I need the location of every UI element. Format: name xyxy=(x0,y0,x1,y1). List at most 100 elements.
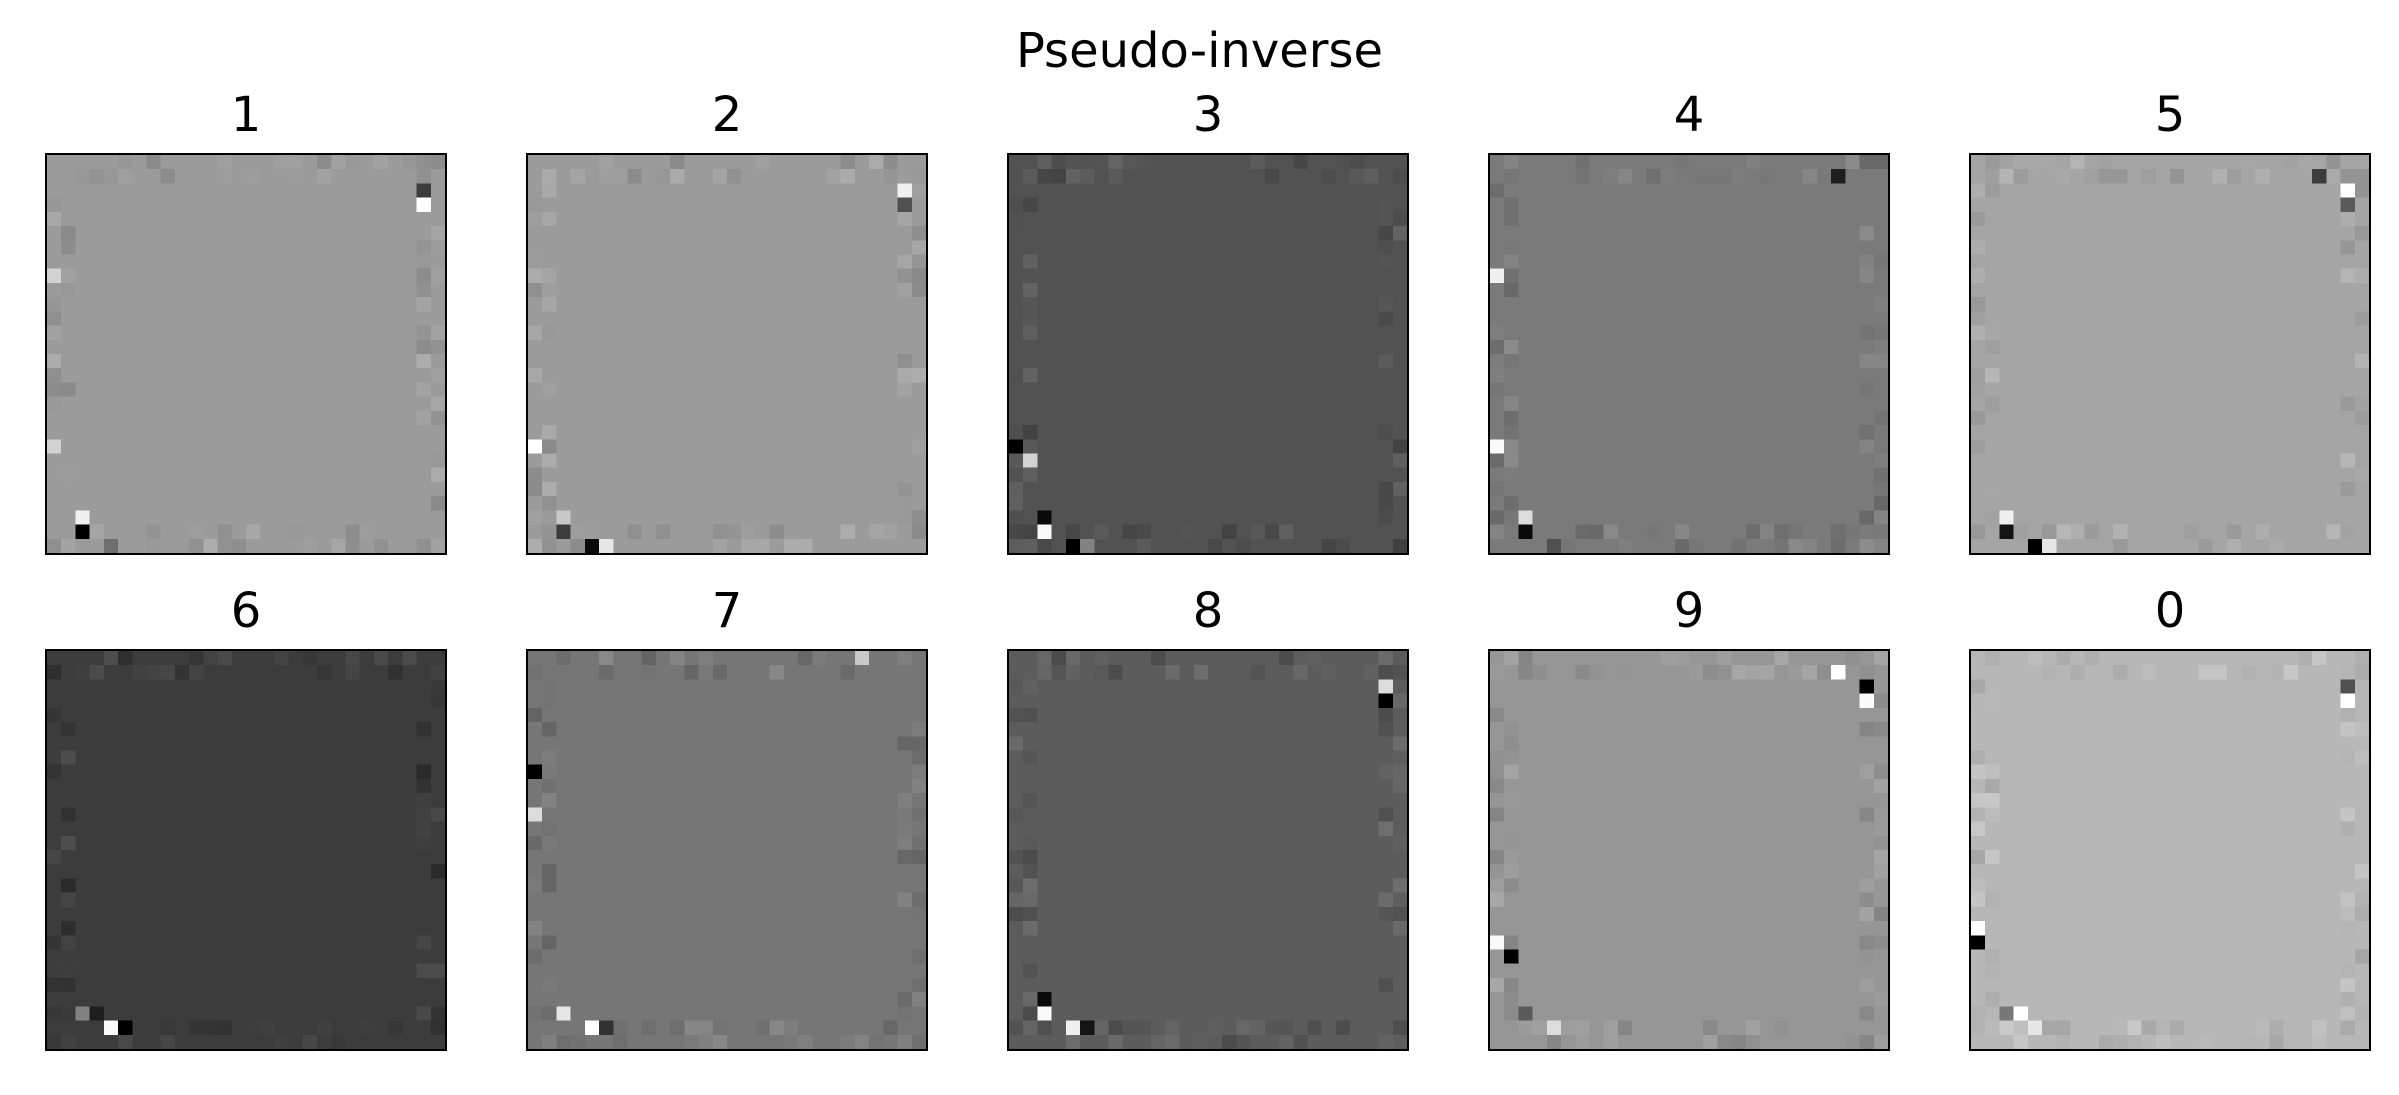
heatmap-cell xyxy=(1603,524,1618,539)
heatmap-cell xyxy=(1321,665,1336,680)
heatmap-cell xyxy=(613,169,628,184)
heatmap-cell xyxy=(528,481,543,497)
heatmap-cell xyxy=(416,354,431,369)
heatmap-outlier-cell xyxy=(103,538,119,553)
heatmap-cell xyxy=(1490,354,1505,369)
heatmap-cell xyxy=(1023,325,1038,340)
heatmap-cell xyxy=(2070,155,2085,170)
heatmap-cell xyxy=(103,169,119,184)
heatmap-cell xyxy=(2198,665,2213,680)
heatmap-cell xyxy=(2042,155,2057,170)
heatmap-cell xyxy=(288,524,303,539)
heatmap-cell xyxy=(1760,169,1775,184)
heatmap-cell xyxy=(542,211,557,227)
heatmap-cell xyxy=(911,240,926,255)
heatmap-outlier-cell xyxy=(75,510,90,525)
heatmap-cell xyxy=(528,949,543,964)
heatmap-cell xyxy=(2340,453,2355,468)
heatmap-cell xyxy=(1504,835,1519,850)
heatmap-cell xyxy=(911,439,926,454)
heatmap-outlier-cell xyxy=(2013,1006,2028,1021)
heatmap-cell xyxy=(1689,538,1704,553)
heatmap-cell xyxy=(1378,211,1393,227)
heatmap-cell xyxy=(217,1020,232,1035)
heatmap-cell xyxy=(1802,169,1817,184)
heatmap-cell xyxy=(174,665,190,680)
heatmap-cell xyxy=(2070,524,2085,539)
heatmap-outlier-cell xyxy=(1490,268,1505,283)
heatmap-cell xyxy=(1703,1034,1718,1049)
heatmap-cell xyxy=(641,651,656,666)
heatmap-cell xyxy=(528,211,543,227)
heatmap-cell xyxy=(1504,254,1519,269)
heatmap-cell xyxy=(911,268,926,283)
heatmap-outlier-cell xyxy=(528,764,543,779)
heatmap-cell xyxy=(783,1020,799,1035)
heatmap-cell xyxy=(1392,396,1407,411)
heatmap-cell xyxy=(584,524,600,539)
heatmap-svg xyxy=(1009,155,1407,553)
heatmap-cell xyxy=(826,169,841,184)
heatmap-cell xyxy=(528,1006,543,1021)
heatmap-cell xyxy=(1999,1020,2014,1035)
heatmap-cell xyxy=(1504,651,1519,666)
heatmap-cell xyxy=(1985,807,2000,822)
heatmap-cell xyxy=(2212,169,2227,184)
heatmap-cell xyxy=(1490,453,1505,468)
panel-heatmap xyxy=(1007,649,1409,1051)
heatmap-cell xyxy=(2354,722,2369,737)
heatmap-cell xyxy=(570,155,585,170)
heatmap-cell xyxy=(1731,665,1746,680)
heatmap-cell xyxy=(331,538,346,553)
heatmap-cell xyxy=(2340,268,2355,283)
heatmap-cell xyxy=(1023,282,1038,298)
heatmap-cell xyxy=(1971,679,1986,694)
heatmap-cell xyxy=(1575,524,1590,539)
heatmap-cell xyxy=(897,807,912,822)
heatmap-cell xyxy=(1873,496,1888,511)
heatmap-cell xyxy=(1490,368,1505,383)
heatmap-cell xyxy=(1985,949,2000,964)
heatmap-cell xyxy=(1490,481,1505,497)
heatmap-cell xyxy=(1717,665,1732,680)
heatmap-cell xyxy=(1504,510,1519,525)
heatmap-cell xyxy=(47,538,62,553)
heatmap-cell xyxy=(2013,1020,2028,1035)
heatmap-cell xyxy=(840,524,855,539)
heatmap-cell xyxy=(416,1006,431,1021)
panel-heatmap xyxy=(526,153,928,555)
heatmap-cell xyxy=(1971,892,1986,907)
heatmap-cell xyxy=(331,1034,346,1049)
heatmap-cell xyxy=(1859,807,1874,822)
heatmap-cell xyxy=(1378,197,1393,212)
heatmap-cell xyxy=(911,183,926,198)
heatmap-cell xyxy=(2098,1034,2114,1049)
heatmap-cell xyxy=(1873,524,1888,539)
panel-title: 3 xyxy=(1192,87,1224,143)
heatmap-cell xyxy=(118,155,133,170)
heatmap-outlier-cell xyxy=(1009,439,1024,454)
heatmap-cell xyxy=(1151,524,1166,539)
heatmap-cell xyxy=(1831,524,1846,539)
heatmap-cell xyxy=(1859,892,1874,907)
heatmap-cell xyxy=(911,892,926,907)
heatmap-cell xyxy=(1504,240,1519,255)
heatmap-cell xyxy=(1264,538,1280,553)
heatmap-cell xyxy=(911,226,926,241)
heatmap-cell xyxy=(1378,425,1393,440)
heatmap-cell xyxy=(47,396,62,411)
heatmap-cell xyxy=(1971,368,1986,383)
heatmap-cell xyxy=(430,963,445,978)
heatmap-cell xyxy=(217,538,232,553)
heatmap-cell xyxy=(2354,651,2369,666)
heatmap-cell xyxy=(1873,325,1888,340)
heatmap-cell xyxy=(1193,665,1208,680)
heatmap-outlier-cell xyxy=(47,268,62,283)
heatmap-cell xyxy=(1392,1020,1407,1035)
heatmap-cell xyxy=(2340,992,2355,1007)
heatmap-cell xyxy=(897,850,912,865)
heatmap-cell xyxy=(2354,410,2369,426)
heatmap-cell xyxy=(61,538,76,553)
heatmap-cell xyxy=(2198,538,2213,553)
